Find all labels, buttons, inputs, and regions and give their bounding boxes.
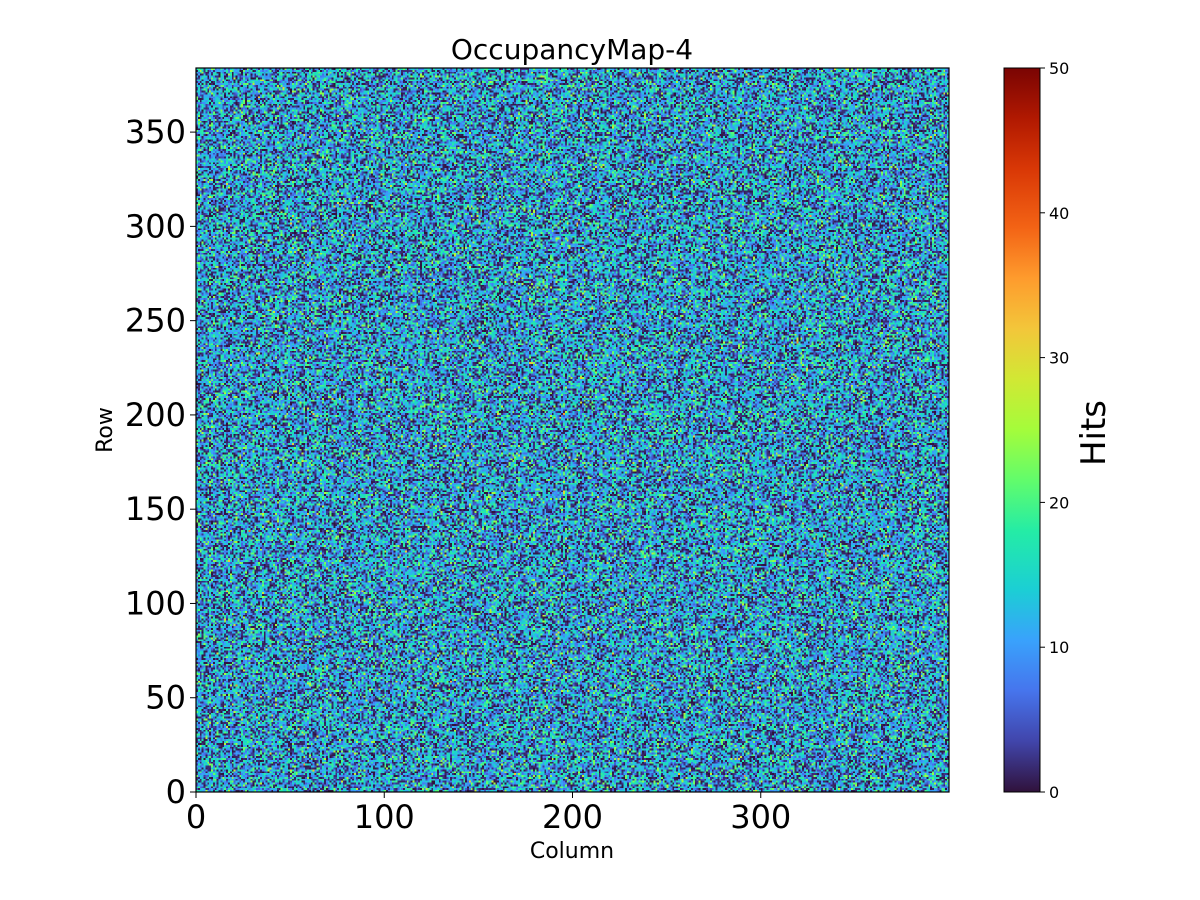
colorbar-label: Hits	[1074, 400, 1114, 466]
x-tick-label: 100	[354, 798, 415, 836]
colorbar-tick-label: 10	[1049, 638, 1069, 657]
y-tick-label: 200	[125, 396, 186, 434]
y-tick-label: 300	[125, 207, 186, 245]
heatmap-area	[195, 67, 950, 793]
colorbar-tick-label: 30	[1049, 349, 1069, 368]
colorbar-tick-label: 40	[1049, 204, 1069, 223]
colorbar: 0 10 20 30 40 50 Hits	[1003, 59, 1114, 802]
colorbar-tick-label: 50	[1049, 59, 1069, 78]
x-tick-label: 200	[542, 798, 603, 836]
y-tick-label: 250	[125, 302, 186, 340]
x-tick-label: 0	[186, 798, 206, 836]
heatmap-canvas	[196, 68, 949, 792]
y-tick-label: 50	[145, 679, 186, 717]
colorbar-tick-label: 20	[1049, 493, 1069, 512]
y-axis: 0 50 100 150 200 250 300 350	[125, 113, 196, 811]
y-tick-label: 100	[125, 584, 186, 622]
y-tick-label: 150	[125, 490, 186, 528]
colorbar-ticks: 0 10 20 30 40 50	[1040, 59, 1069, 802]
chart-title: OccupancyMap-4	[451, 33, 693, 66]
y-tick-label: 350	[125, 113, 186, 151]
x-tick-label: 300	[730, 798, 791, 836]
colorbar-gradient	[1003, 67, 1041, 793]
colorbar-tick-label: 0	[1049, 783, 1059, 802]
y-axis-label: Row	[93, 407, 118, 453]
y-tick-label: 0	[166, 773, 186, 811]
x-axis: 0 100 200 300	[186, 792, 791, 836]
x-axis-label: Column	[530, 839, 614, 864]
